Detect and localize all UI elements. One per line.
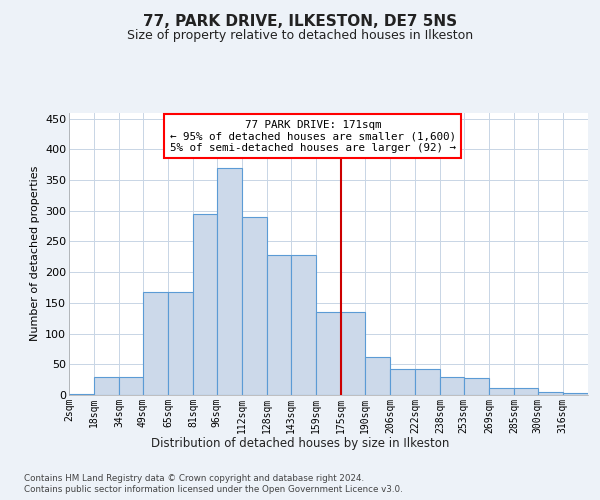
Y-axis label: Number of detached properties: Number of detached properties [29,166,40,342]
Text: Distribution of detached houses by size in Ilkeston: Distribution of detached houses by size … [151,438,449,450]
Bar [143,292,168,395]
Bar [440,376,464,395]
Bar [291,255,316,395]
Bar [69,394,94,395]
Bar [94,376,119,395]
Text: Contains HM Land Registry data © Crown copyright and database right 2024.: Contains HM Land Registry data © Crown c… [24,474,364,483]
Bar [242,217,267,395]
Bar [119,376,143,395]
Text: 77 PARK DRIVE: 171sqm
← 95% of detached houses are smaller (1,600)
5% of semi-de: 77 PARK DRIVE: 171sqm ← 95% of detached … [170,120,456,153]
Bar [193,214,217,395]
Bar [316,312,341,395]
Text: Contains public sector information licensed under the Open Government Licence v3: Contains public sector information licen… [24,485,403,494]
Bar [341,312,365,395]
Text: Size of property relative to detached houses in Ilkeston: Size of property relative to detached ho… [127,29,473,42]
Bar [563,393,588,395]
Bar [464,378,489,395]
Bar [365,357,390,395]
Bar [267,255,291,395]
Bar [514,388,538,395]
Bar [415,369,440,395]
Bar [538,392,563,395]
Bar [390,369,415,395]
Bar [217,168,242,395]
Bar [489,388,514,395]
Bar [168,292,193,395]
Text: 77, PARK DRIVE, ILKESTON, DE7 5NS: 77, PARK DRIVE, ILKESTON, DE7 5NS [143,14,457,29]
